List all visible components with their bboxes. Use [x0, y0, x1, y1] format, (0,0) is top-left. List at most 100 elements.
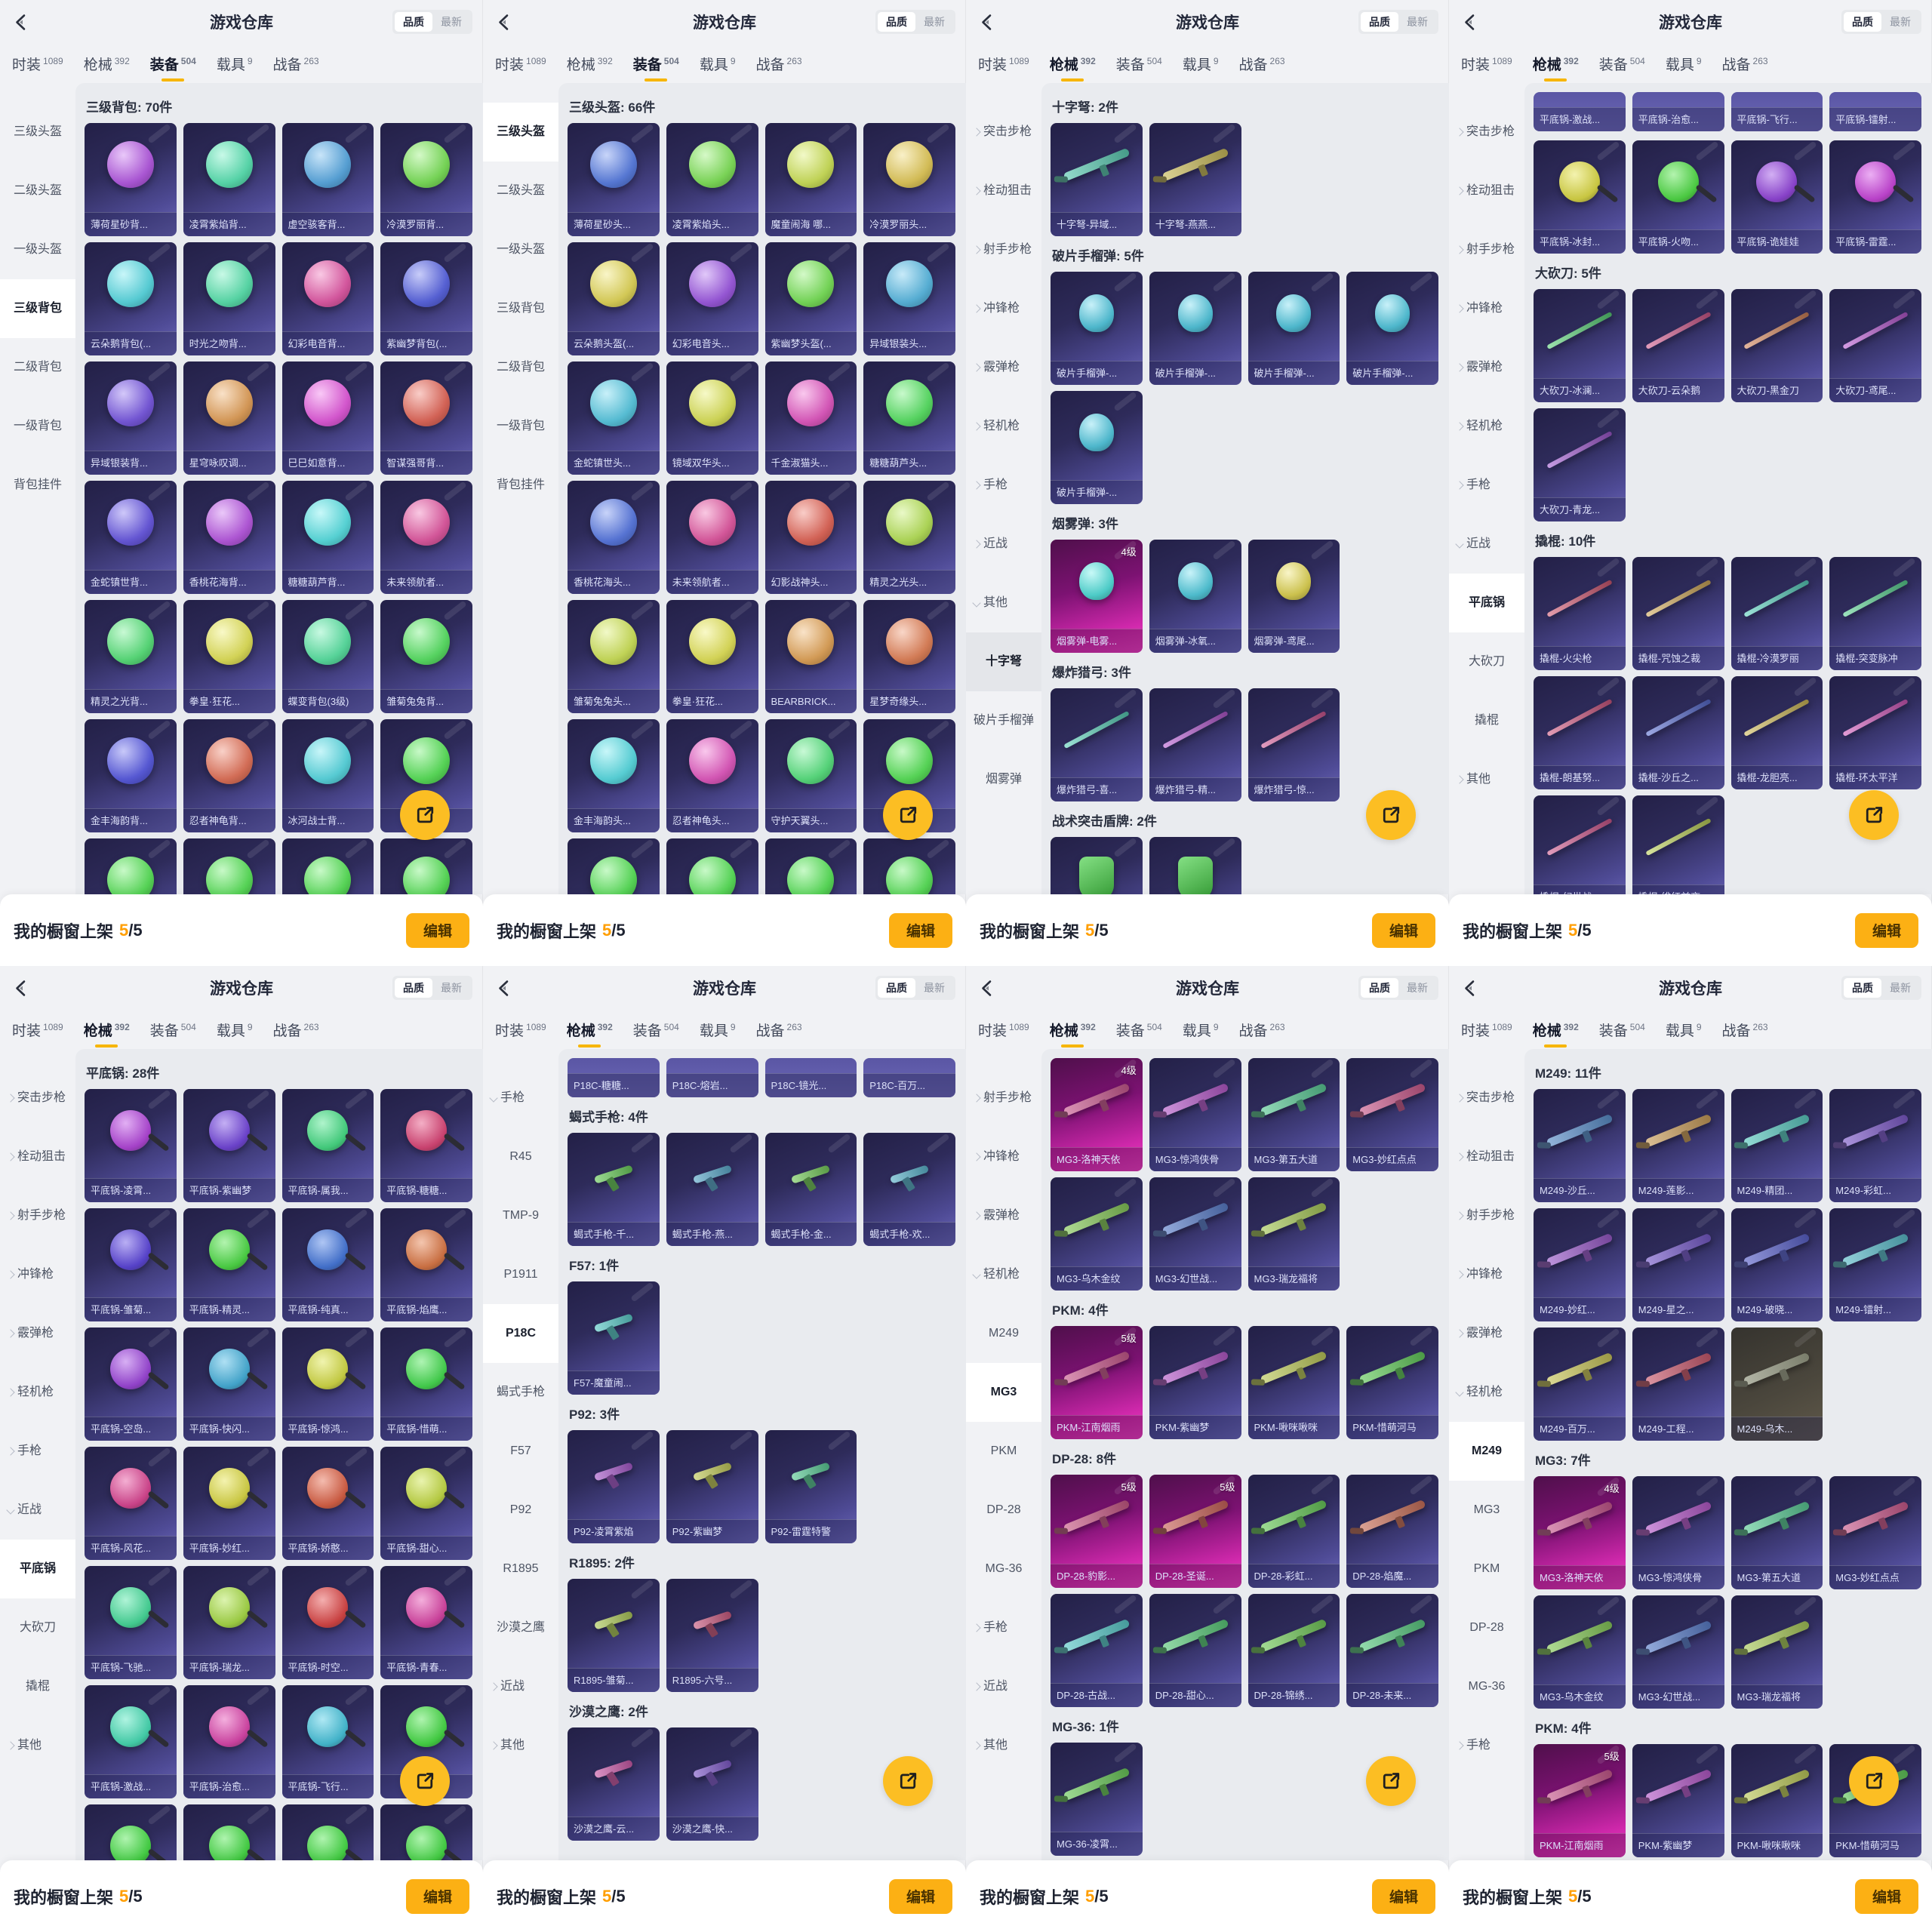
tab-supplies[interactable]: 战备 263: [1722, 54, 1768, 74]
item-card[interactable]: [1149, 837, 1241, 894]
tab-supplies[interactable]: 战备 263: [1239, 1020, 1285, 1040]
item-card[interactable]: 巳巳如意背...: [281, 361, 374, 475]
tab-weapons[interactable]: 枪械 392: [1533, 1020, 1579, 1040]
item-card[interactable]: MG-36-凌霄...: [1051, 1743, 1143, 1856]
tab-vehicles[interactable]: 载具 9: [217, 1020, 253, 1040]
item-card[interactable]: 幻彩电音头...: [666, 242, 758, 355]
item-card[interactable]: 平底锅-瑞龙...: [183, 1566, 275, 1679]
item-card[interactable]: MG3-幻世战...: [1149, 1177, 1241, 1291]
item-card[interactable]: MG3-乌木金纹: [1051, 1177, 1143, 1291]
sidebar-item-sub-8[interactable]: MG-36: [966, 1540, 1041, 1598]
item-card[interactable]: 云朵鹅头盔(...: [568, 242, 660, 355]
item-card[interactable]: 平底锅-青春...: [380, 1566, 472, 1679]
item-card[interactable]: 平底锅-飞驰...: [85, 1566, 177, 1679]
item-card[interactable]: 平底锅-甜心...: [380, 1447, 472, 1560]
item-card[interactable]: 忍者神龟头...: [666, 719, 758, 832]
sidebar-item-3[interactable]: 轻机枪: [966, 1245, 1041, 1304]
item-card[interactable]: 精灵之光背...: [85, 600, 177, 713]
sidebar-item-5[interactable]: 轻机枪: [1449, 1363, 1524, 1422]
item-card[interactable]: M249-莲影...: [1632, 1089, 1724, 1202]
tab-weapons[interactable]: 枪械 392: [567, 54, 613, 74]
item-card[interactable]: 幻影战神头...: [764, 481, 857, 594]
item-card[interactable]: 平底锅-惊鸿...: [281, 1327, 374, 1441]
edit-button[interactable]: 编辑: [1372, 1878, 1435, 1914]
item-card[interactable]: M249-沙丘...: [1534, 1089, 1626, 1202]
item-card[interactable]: 薄荷星砂头...: [568, 123, 660, 236]
item-grid-scroll[interactable]: 三级背包: 70件 薄荷星砂背... 凌霄紫焰背... 虚空骇客背... 冷漠罗丽背..…: [75, 83, 483, 894]
item-card[interactable]: 沙漠之鹰-云...: [568, 1727, 660, 1841]
tab-equipment[interactable]: 装备 504: [1116, 1020, 1162, 1040]
sidebar-item-2[interactable]: 霰弹枪: [966, 1186, 1041, 1245]
item-card[interactable]: DP-28-彩虹...: [1247, 1475, 1340, 1588]
sidebar-item-1[interactable]: 二级头盔: [483, 162, 558, 220]
item-card[interactable]: P92-雷霆特警: [764, 1430, 857, 1543]
sidebar-item-4[interactable]: 二级背包: [483, 338, 558, 397]
item-card[interactable]: 星穹咏叹调...: [183, 361, 275, 475]
sidebar-item-5[interactable]: 一级背包: [483, 397, 558, 456]
sidebar-item-0[interactable]: 突击步枪: [966, 103, 1041, 162]
sort-latest-button[interactable]: 最新: [1890, 982, 1911, 994]
tab-equipment[interactable]: 装备 504: [1599, 54, 1645, 74]
tab-equipment[interactable]: 装备 504: [150, 1020, 196, 1040]
item-card[interactable]: 云朵鹅背包(...: [85, 242, 177, 355]
item-card[interactable]: 冰河战士背...: [281, 719, 374, 832]
edit-button[interactable]: 编辑: [406, 912, 469, 948]
sidebar-item-9[interactable]: 手枪: [966, 1598, 1041, 1657]
item-card[interactable]: 平底锅-娇憨...: [281, 1447, 374, 1560]
sort-quality-button[interactable]: 品质: [395, 12, 432, 32]
sidebar-item-2[interactable]: 射手步枪: [966, 220, 1041, 279]
tab-vehicles[interactable]: 载具 9: [700, 1020, 736, 1040]
sidebar-item-0[interactable]: 手枪: [483, 1069, 558, 1128]
item-card[interactable]: 大砍刀-鸢尾...: [1829, 289, 1921, 402]
item-card[interactable]: 凌霄紫焰背...: [183, 123, 275, 236]
item-card[interactable]: 拳皇·狂花...: [183, 600, 275, 713]
item-grid-scroll[interactable]: 4级 MG3-洛神天依 MG3-惊鸿侠骨 MG3-第五大道 MG3-妙红点点 MG3-乌木…: [1041, 1049, 1449, 1860]
sidebar-item-sub-4[interactable]: M249: [966, 1304, 1041, 1363]
sidebar-item-sub-1[interactable]: R45: [483, 1128, 558, 1186]
item-card[interactable]: 冷漠罗丽背...: [380, 123, 472, 236]
item-card[interactable]: 精灵之光头...: [863, 481, 955, 594]
sidebar-item-4[interactable]: 霰弹枪: [1449, 1304, 1524, 1363]
tab-fashion[interactable]: 时装 1089: [495, 1020, 546, 1040]
tab-supplies[interactable]: 战备 263: [1722, 1020, 1768, 1040]
item-card[interactable]: MG3-第五大道: [1730, 1476, 1823, 1589]
sidebar-item-3[interactable]: 冲锋枪: [0, 1245, 75, 1304]
tab-equipment[interactable]: 装备 504: [1116, 54, 1162, 74]
item-card[interactable]: 凌霄紫焰头...: [666, 123, 758, 236]
item-card[interactable]: 平底锅-诡娃娃: [1730, 140, 1823, 254]
item-card[interactable]: MG3-妙红点点: [1829, 1476, 1921, 1589]
item-card[interactable]: 忍者神龟背...: [183, 719, 275, 832]
item-card[interactable]: 平底锅-飞行...: [281, 1685, 374, 1798]
tab-equipment[interactable]: 装备 504: [1599, 1020, 1645, 1040]
item-card[interactable]: 雏菊兔兔背...: [380, 600, 472, 713]
item-card[interactable]: [764, 838, 857, 894]
tab-weapons[interactable]: 枪械 392: [1533, 54, 1579, 74]
sidebar-item-3[interactable]: 冲锋枪: [1449, 1245, 1524, 1304]
item-card[interactable]: 大砍刀-云朵鹅: [1632, 289, 1724, 402]
item-card[interactable]: 破片手榴弹-...: [1051, 391, 1143, 504]
item-card[interactable]: 5级 PKM-江南烟雨: [1534, 1744, 1626, 1857]
item-card[interactable]: P18C-糖糖...: [568, 1058, 660, 1097]
sidebar-item-sub-8[interactable]: 平底锅: [0, 1540, 75, 1598]
item-card[interactable]: 平底锅-雷霆...: [1829, 140, 1921, 254]
sidebar-item-11[interactable]: 其他: [1449, 750, 1524, 809]
item-grid-scroll[interactable]: 三级头盔: 66件 薄荷星砂头... 凌霄紫焰头... 魔童闹海 哪... 冷漠罗丽头.…: [558, 83, 966, 894]
item-card[interactable]: 撬棍-冷漠罗丽: [1730, 557, 1823, 670]
sort-latest-button[interactable]: 最新: [924, 982, 945, 994]
sidebar-item-7[interactable]: 近战: [0, 1481, 75, 1540]
sort-quality-button[interactable]: 品质: [1361, 12, 1398, 32]
sidebar-item-sub-9[interactable]: 十字弩: [966, 632, 1041, 691]
item-card[interactable]: 蝎式手枪-金...: [764, 1133, 857, 1246]
sort-latest-button[interactable]: 最新: [1407, 982, 1428, 994]
item-card[interactable]: 撬棍-龙胆亮...: [1730, 676, 1823, 789]
item-card[interactable]: M249-妙红...: [1534, 1208, 1626, 1321]
tab-vehicles[interactable]: 载具 9: [217, 54, 253, 74]
item-card[interactable]: 破片手榴弹-...: [1346, 272, 1438, 385]
item-card[interactable]: 撬棍-沙丘之...: [1632, 676, 1724, 789]
item-card[interactable]: 大砍刀-冰澜...: [1534, 289, 1626, 402]
sidebar-item-5[interactable]: 轻机枪: [966, 397, 1041, 456]
item-card[interactable]: 平底锅-治愈...: [1632, 92, 1724, 131]
sidebar-item-sub-10[interactable]: 撬棍: [1449, 691, 1524, 750]
tab-weapons[interactable]: 枪械 392: [1050, 1020, 1096, 1040]
item-card[interactable]: P18C-百万...: [863, 1058, 955, 1097]
